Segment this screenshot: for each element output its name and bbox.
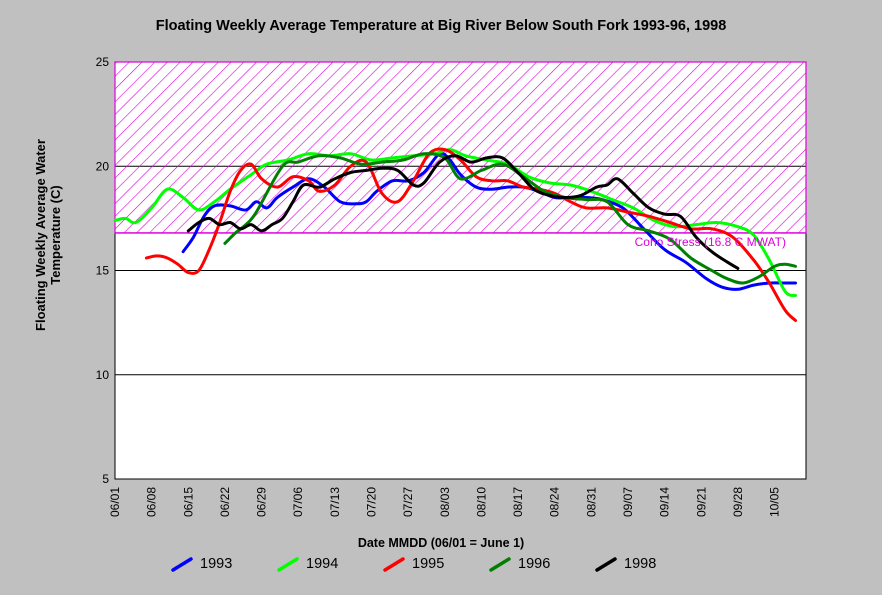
y-tick-label: 25 (96, 55, 110, 69)
y-tick-label: 20 (96, 159, 110, 173)
series-line-1998 (186, 154, 740, 270)
x-tick-label: 08/31 (584, 487, 598, 517)
coho-stress-band (114, 61, 807, 234)
legend-item-1994: 1994 (276, 556, 382, 572)
series-line-1994 (113, 148, 797, 297)
x-tick-label: 08/10 (474, 487, 488, 517)
x-tick-label: 08/03 (438, 487, 452, 517)
x-axis-label: Date MMDD (06/01 = June 1) (357, 536, 525, 550)
legend-label: 1994 (306, 556, 339, 572)
x-tick-label: 09/28 (731, 487, 745, 517)
x-tick-label: 07/20 (365, 487, 379, 517)
x-tick-label: 06/15 (181, 487, 195, 517)
legend-swatch (277, 557, 299, 572)
y-tick-label: 10 (96, 368, 110, 382)
x-tick-label: 10/05 (768, 487, 782, 517)
x-tick-label: 07/13 (328, 487, 342, 517)
legend-item-1998: 1998 (594, 556, 700, 572)
legend-item-1995: 1995 (382, 556, 488, 572)
x-tick-label: 09/21 (694, 487, 708, 517)
x-tick-label: 08/24 (548, 487, 562, 517)
legend-swatch (383, 557, 405, 572)
x-tick-label: 07/06 (291, 487, 305, 517)
legend-swatch (489, 557, 511, 572)
chart-title: Floating Weekly Average Temperature at B… (155, 18, 727, 34)
legend-item-1993: 1993 (170, 556, 276, 572)
y-axis-label: Floating Weekly Average Water Temperatur… (33, 139, 63, 331)
x-tick-label: 06/01 (108, 487, 122, 517)
x-tick-label: 08/17 (511, 487, 525, 517)
x-tick-label: 09/14 (658, 487, 672, 517)
legend-label: 1998 (624, 556, 657, 572)
stress-band-hatch (115, 62, 806, 233)
x-tick-label: 06/08 (145, 487, 159, 517)
x-tick-label: 06/22 (218, 487, 232, 517)
x-tick-labels: 06/01 06/08 06/15 06/22 06/29 07/06 07/13 07/20… (108, 487, 782, 517)
legend-label: 1993 (200, 556, 233, 572)
legend: 1993 1994 1995 1996 1998 (170, 556, 700, 572)
x-tick-label: 09/07 (621, 487, 635, 517)
series-line-1995 (144, 147, 797, 322)
legend-swatch (595, 557, 617, 572)
x-tick-label: 07/27 (401, 487, 415, 517)
y-tick-labels: 5 10 15 20 25 (96, 55, 110, 486)
threshold-label: Coho Stress (16.8 C MWAT) (635, 235, 786, 249)
legend-swatch (171, 557, 193, 572)
x-tick-label: 06/29 (255, 487, 269, 517)
series-line-1993 (181, 151, 797, 291)
legend-item-1996: 1996 (488, 556, 594, 572)
y-tick-label: 5 (102, 472, 109, 486)
legend-label: 1995 (412, 556, 445, 572)
series-lines: Coho Stress (16.8 C MWAT) (113, 147, 797, 322)
y-tick-label: 15 (96, 264, 110, 278)
legend-label: 1996 (518, 556, 551, 572)
